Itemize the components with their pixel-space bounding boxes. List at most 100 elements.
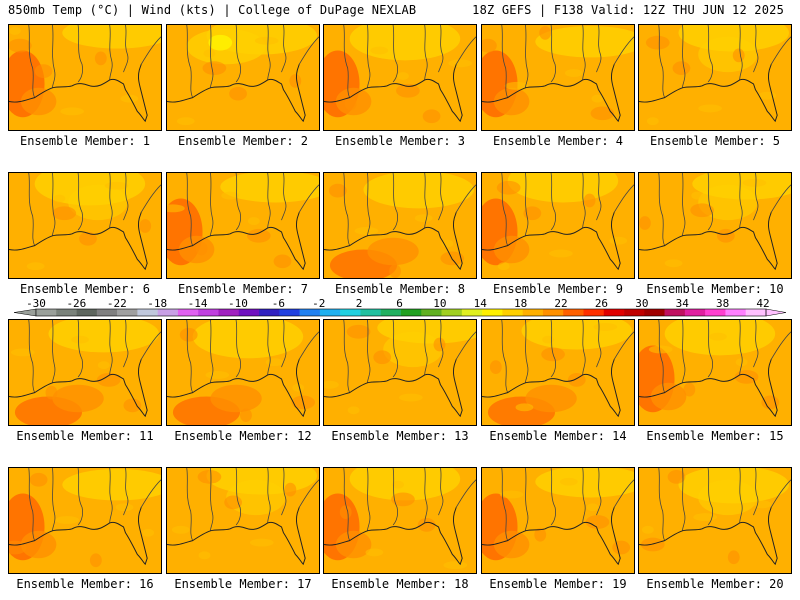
temperature-field-map [167,320,319,425]
colorbar-segment [279,309,300,316]
ensemble-member-label: Ensemble Member: 16 [16,577,154,591]
ensemble-map-panel [638,467,792,574]
temperature-field-map [167,25,319,130]
temperature-field-map [9,320,161,425]
colorbar-segment [360,309,382,316]
ensemble-member-label: Ensemble Member: 11 [16,429,154,443]
colorbar-tick-label: -30 [26,297,46,310]
temperature-field-map [639,173,791,278]
ensemble-map-panel [166,467,320,574]
ensemble-member-label: Ensemble Member: 4 [492,134,624,148]
ensemble-map-panel [323,172,477,279]
ensemble-member-label: Ensemble Member: 12 [174,429,312,443]
colorbar-segment [76,309,98,316]
temperature-field-map [324,173,476,278]
ensemble-map-panel [166,319,320,426]
colorbar-tick-label: -6 [272,297,285,310]
colorbar-segment [644,309,665,316]
colorbar-tick-label: -10 [228,297,248,310]
colorbar-segment [380,309,402,316]
ensemble-member-label: Ensemble Member: 7 [177,282,309,296]
colorbar-segment [624,309,645,316]
colorbar-segment [117,309,138,316]
ensemble-map-panel [8,24,162,131]
ensemble-map-panel [323,24,477,131]
temperature-field-map [324,320,476,425]
temperature-field-map [324,25,476,130]
ensemble-map-panel [481,467,635,574]
colorbar-segment [157,309,179,316]
colorbar-segment [725,309,747,316]
ensemble-member-label: Ensemble Member: 6 [19,282,151,296]
colorbar-tick-label: 38 [716,297,729,310]
chart-title: 850mb Temp (°C) | Wind (kts) | College o… [8,3,417,17]
ensemble-map-panel [638,172,792,279]
temperature-field-map [639,25,791,130]
colorbar-segment [36,309,57,316]
ensemble-member-label: Ensemble Member: 18 [331,577,469,591]
colorbar-tick-label: 10 [433,297,446,310]
temperature-field-map [9,173,161,278]
ensemble-member-label: Ensemble Member: 10 [646,282,784,296]
colorbar-tick-label: 14 [474,297,488,310]
ensemble-map-panel [323,467,477,574]
ensemble-member-label: Ensemble Member: 13 [331,429,469,443]
temperature-field-map [324,468,476,573]
temperature-field-map [639,468,791,573]
colorbar-segment [705,309,726,316]
colorbar-segment [259,309,280,316]
colorbar-tick-label: 42 [756,297,769,310]
colorbar-segment [461,309,483,316]
ensemble-map-panel [166,24,320,131]
temperature-field-map [482,25,634,130]
ensemble-member-label: Ensemble Member: 20 [646,577,784,591]
ensemble-member-label: Ensemble Member: 3 [334,134,466,148]
ensemble-map-panel [8,467,162,574]
temperature-field-map [9,468,161,573]
colorbar-tick-label: 30 [635,297,648,310]
ensemble-map-panel [8,172,162,279]
temperature-field-map [482,320,634,425]
colorbar-segment [441,309,463,316]
ensemble-map-panel [481,319,635,426]
temperature-field-map [167,468,319,573]
run-valid-time: 18Z GEFS | F138 Valid: 12Z THU JUN 12 20… [472,3,784,17]
colorbar-segment [482,309,503,316]
ensemble-map-panel [323,319,477,426]
temperature-colorbar: -30 -26 -22 -18 -14 -10 -6 -2 2 6 10 14 18 22 26 30 34 38… [13,297,787,317]
colorbar-segment [522,309,544,316]
colorbar-segment [664,309,686,316]
colorbar-segment [319,309,341,316]
colorbar-segment [137,309,158,316]
colorbar-left-arrow [13,308,37,317]
colorbar-tick-label: 18 [514,297,527,310]
ensemble-member-label: Ensemble Member: 1 [19,134,151,148]
temperature-field-map [167,173,319,278]
colorbar-segment [56,309,77,316]
colorbar-tick-label: -14 [188,297,208,310]
colorbar-tick-label: 34 [676,297,690,310]
colorbar-segment [421,309,442,316]
colorbar-segment [401,309,422,316]
temperature-field-map [482,173,634,278]
colorbar-tick-label: 2 [356,297,363,310]
colorbar-segment [96,309,118,316]
colorbar-tick-label: -2 [312,297,325,310]
colorbar-tick-label: 26 [595,297,608,310]
colorbar-segment [583,309,605,316]
temperature-field-map [9,25,161,130]
colorbar-segment [299,309,321,316]
colorbar-segment [502,309,523,316]
colorbar-tick-label: -18 [147,297,167,310]
colorbar-segment [218,309,240,316]
ensemble-map-panel [166,172,320,279]
ensemble-member-label: Ensemble Member: 15 [646,429,784,443]
ensemble-member-label: Ensemble Member: 9 [492,282,624,296]
colorbar-tick-label: -22 [107,297,127,310]
colorbar-tick-label: 22 [554,297,567,310]
colorbar-segment [745,309,767,316]
colorbar-segment [198,309,219,316]
colorbar-segment [340,309,361,316]
colorbar-segment [563,309,584,316]
colorbar-segment [177,309,199,316]
